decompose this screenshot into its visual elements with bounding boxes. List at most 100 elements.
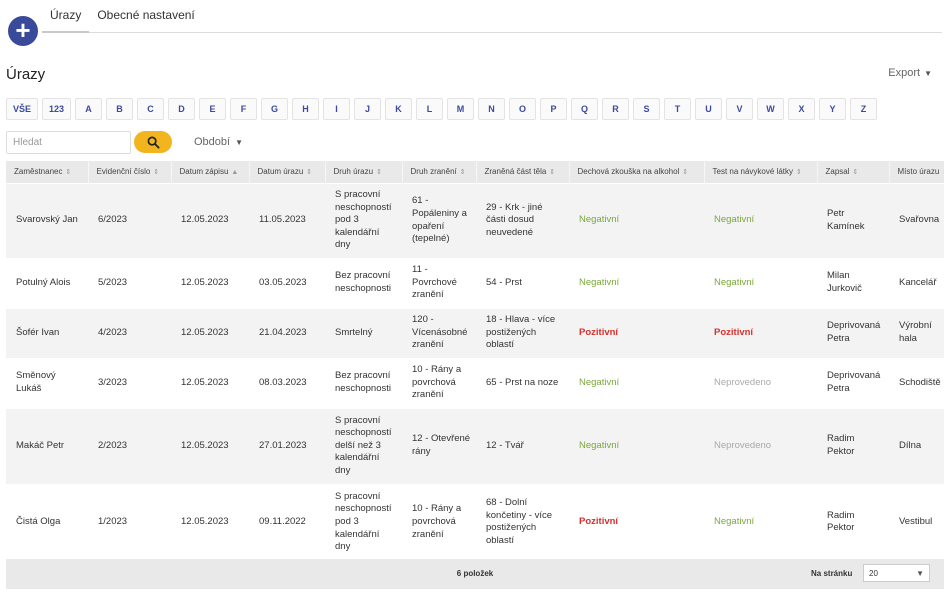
search-input[interactable] — [6, 131, 131, 154]
cell-wound-type: 11 - Povrchové zranění — [402, 257, 476, 308]
export-dropdown[interactable]: Export ▼ — [888, 67, 932, 79]
cell-alcohol: Negativní — [569, 182, 704, 258]
per-page-select[interactable]: 20 ▼ — [863, 564, 930, 582]
cell-number: 1/2023 — [88, 483, 171, 560]
letter-button[interactable]: C — [137, 98, 165, 120]
tab-urazy[interactable]: Úrazy — [42, 0, 90, 33]
period-label: Období — [194, 136, 231, 148]
letter-button[interactable]: W — [757, 98, 785, 120]
letter-button[interactable]: K — [385, 98, 413, 120]
column-header-label: Zapsal — [825, 167, 850, 177]
column-header[interactable]: Druh úrazu ⇕ — [325, 161, 403, 183]
column-header[interactable]: Zaměstnanec ⇕ — [6, 161, 89, 183]
cell-drugs: Pozitivní — [704, 307, 817, 358]
letter-button[interactable]: 123 — [42, 98, 72, 120]
column-header[interactable]: Datum zápisu ▲ — [171, 161, 250, 183]
cell-body-part: 18 - Hlava - více postižených oblastí — [476, 307, 569, 358]
cell-alcohol: Pozitivní — [569, 483, 704, 560]
cell-number: 3/2023 — [88, 357, 171, 408]
column-header-label: Evidenční číslo — [96, 167, 151, 177]
column-header[interactable]: Zraněná část těla ⇕ — [476, 161, 570, 183]
cell-employee: Makáč Petr — [6, 407, 88, 484]
cell-place: Výrobní hala — [889, 307, 944, 358]
letter-button[interactable]: I — [323, 98, 351, 120]
cell-employee: Potulný Alois — [6, 257, 88, 308]
cell-record-date: 12.05.2023 — [171, 257, 249, 308]
item-count: 6 položek — [456, 569, 494, 578]
cell-body-part: 54 - Prst — [476, 257, 569, 308]
cell-employee: Čistá Olga — [6, 483, 88, 560]
letter-button[interactable]: N — [478, 98, 506, 120]
cell-wound-type: 61 - Popáleniny a opaření (tepelné) — [402, 182, 476, 258]
table-row[interactable]: Směnový Lukáš 3/2023 12.05.2023 08.03.2023 B… — [6, 357, 944, 408]
cell-record-date: 12.05.2023 — [171, 407, 249, 484]
cell-number: 5/2023 — [88, 257, 171, 308]
cell-injury-type: Bez pracovní neschopnosti — [325, 357, 402, 408]
column-header-label: Místo úrazu — [897, 167, 940, 177]
letter-button[interactable]: VŠE — [6, 98, 39, 120]
letter-button[interactable]: B — [106, 98, 134, 120]
period-dropdown[interactable]: Období ▼ — [194, 136, 243, 148]
column-header[interactable]: Dechová zkouška na alkohol ⇕ — [569, 161, 705, 183]
letter-button[interactable]: F — [230, 98, 258, 120]
tab-general-settings[interactable]: Obecné nastavení — [97, 8, 195, 22]
cell-injury-type: Bez pracovní neschopnosti — [325, 257, 402, 308]
letter-button[interactable]: A — [75, 98, 103, 120]
letter-button[interactable]: G — [261, 98, 289, 120]
cell-body-part: 29 - Krk - jiné části dosud neuvedené — [476, 182, 569, 258]
cell-injury-date: 21.04.2023 — [249, 307, 325, 358]
letter-button[interactable]: R — [602, 98, 630, 120]
letter-button[interactable]: S — [633, 98, 661, 120]
letter-button[interactable]: V — [726, 98, 754, 120]
letter-button[interactable]: X — [788, 98, 816, 120]
column-header[interactable]: Datum úrazu ⇕ — [249, 161, 326, 183]
cell-wound-type: 10 - Rány a povrchová zranění — [402, 483, 476, 560]
table-row[interactable]: Potulný Alois 5/2023 12.05.2023 03.05.2023 B… — [6, 257, 944, 308]
cell-record-date: 12.05.2023 — [171, 357, 249, 408]
cell-body-part: 65 - Prst na noze — [476, 357, 569, 408]
sort-icon: ⇕ — [306, 169, 313, 177]
cell-alcohol: Pozitivní — [569, 307, 704, 358]
column-header[interactable]: Test na návykové látky ⇕ — [704, 161, 818, 183]
letter-button[interactable]: Y — [819, 98, 847, 120]
column-header[interactable]: Místo úrazu⇕ — [889, 161, 944, 183]
cell-alcohol: Negativní — [569, 257, 704, 308]
letter-button[interactable]: Z — [850, 98, 878, 120]
search-button[interactable] — [134, 131, 172, 153]
cell-wound-type: 10 - Rány a povrchová zranění — [402, 357, 476, 408]
table-row[interactable]: Svarovský Jan 6/2023 12.05.2023 11.05.2023 S… — [6, 182, 944, 258]
sort-icon: ⇕ — [549, 169, 556, 177]
table-row[interactable]: Čistá Olga 1/2023 12.05.2023 09.11.2022 S pr… — [6, 483, 944, 560]
sort-icon: ⇕ — [795, 169, 802, 177]
column-header-label: Datum úrazu — [257, 167, 304, 177]
letter-button[interactable]: D — [168, 98, 196, 120]
sort-icon: ⇕ — [153, 169, 160, 177]
column-header[interactable]: Evidenční číslo ⇕ — [88, 161, 172, 183]
add-injury-button[interactable]: + — [8, 16, 38, 46]
cell-recorded-by: Deprivovaná Petra — [817, 307, 889, 358]
cell-record-date: 12.05.2023 — [171, 483, 249, 560]
sort-icon: ⇕ — [852, 169, 859, 177]
cell-employee: Směnový Lukáš — [6, 357, 88, 408]
letter-button[interactable]: U — [695, 98, 723, 120]
letter-button[interactable]: M — [447, 98, 475, 120]
letter-button[interactable]: L — [416, 98, 444, 120]
letter-button[interactable]: J — [354, 98, 382, 120]
table-row[interactable]: Makáč Petr 2/2023 12.05.2023 27.01.2023 S pr… — [6, 407, 944, 484]
letter-button[interactable]: Q — [571, 98, 599, 120]
cell-alcohol: Negativní — [569, 357, 704, 408]
cell-number: 2/2023 — [88, 407, 171, 484]
letter-button[interactable]: P — [540, 98, 568, 120]
column-header[interactable]: Zapsal ⇕ — [817, 161, 890, 183]
column-header-label: Test na návykové látky — [712, 167, 793, 177]
cell-alcohol: Negativní — [569, 407, 704, 484]
letter-button[interactable]: O — [509, 98, 537, 120]
column-header[interactable]: Druh zranění ⇕ — [402, 161, 477, 183]
cell-drugs: Negativní — [704, 182, 817, 258]
letter-button[interactable]: E — [199, 98, 227, 120]
sort-icon: ⇕ — [942, 169, 944, 176]
table-row[interactable]: Šofér Ivan 4/2023 12.05.2023 21.04.2023 Smrt… — [6, 307, 944, 358]
letter-button[interactable]: T — [664, 98, 692, 120]
cell-number: 4/2023 — [88, 307, 171, 358]
letter-button[interactable]: H — [292, 98, 320, 120]
